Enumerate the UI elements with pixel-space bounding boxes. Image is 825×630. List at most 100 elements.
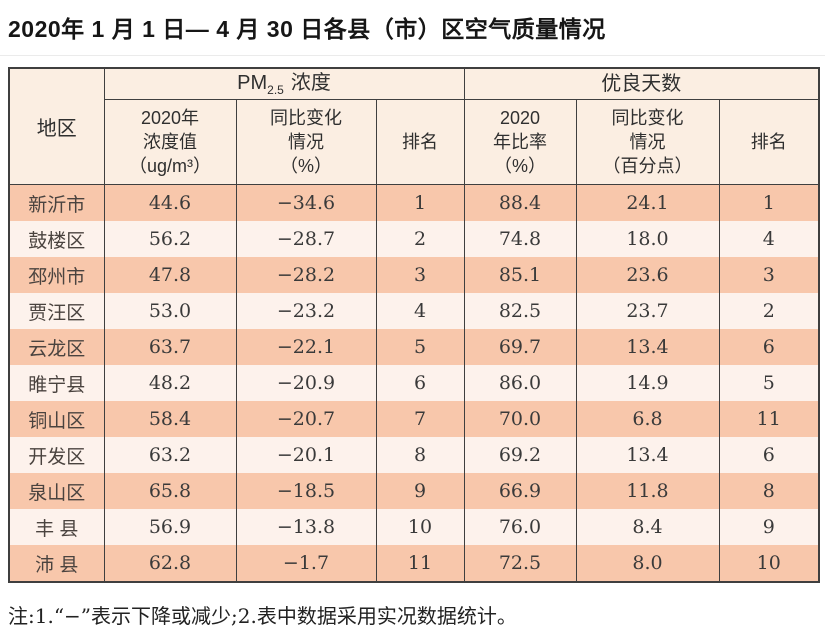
pm25-label-prefix: PM [237,71,268,94]
pm-value-cell: 56.2 [103,221,237,257]
good-rate-cell: 66.9 [463,473,577,509]
pm-change-cell: −20.7 [235,401,377,437]
table-row: 睢宁县 48.2 −20.9 6 86.0 14.9 5 [8,365,820,401]
group-header-row: 地区 PM2.5 浓度 优良天数 [8,67,820,185]
pm-rank-cell: 8 [375,437,465,473]
pm-value-cell: 63.2 [103,437,237,473]
column-header-pm-change: 同比变化 情况 （%） [235,99,377,185]
pm-rank-cell: 10 [375,509,465,545]
table-row: 云龙区 63.7 −22.1 5 69.7 13.4 6 [8,329,820,365]
good-rank-cell: 8 [718,473,820,509]
sub-header-row: 2020年 浓度值 （ug/m³） 同比变化 情况 （%） 排名 2020 年比… [9,99,820,185]
pm-rank-cell: 11 [375,545,465,582]
pm-value-cell: 48.2 [103,365,237,401]
region-cell: 云龙区 [8,329,105,365]
table-row: 邳州市 47.8 −28.2 3 85.1 23.6 3 [8,257,820,293]
region-cell: 邳州市 [8,257,105,293]
good-rank-cell: 4 [718,221,820,257]
column-group-pm25: PM2.5 浓度 [103,67,465,100]
region-cell: 新沂市 [8,184,105,221]
good-change-cell: 18.0 [575,221,720,257]
table-row: 铜山区 58.4 −20.7 7 70.0 6.8 11 [8,401,820,437]
page: 2020年 1 月 1 日— 4 月 30 日各县（市）区空气质量情况 地区 P… [0,10,825,630]
good-rate-cell: 88.4 [463,184,577,221]
pm-value-cell: 63.7 [103,329,237,365]
good-change-cell: 24.1 [575,184,720,221]
column-header-region: 地区 [8,67,105,185]
good-rank-cell: 11 [718,401,820,437]
column-header-good-rate: 2020 年比率 （%） [463,99,577,185]
good-rank-cell: 6 [718,329,820,365]
good-change-cell: 23.6 [575,257,720,293]
good-change-cell: 14.9 [575,365,720,401]
table-row: 鼓楼区 56.2 −28.7 2 74.8 18.0 4 [8,221,820,257]
pm-value-cell: 58.4 [103,401,237,437]
pm-value-cell: 53.0 [103,293,237,329]
good-change-cell: 13.4 [575,437,720,473]
good-rate-cell: 69.7 [463,329,577,365]
good-change-cell: 13.4 [575,329,720,365]
pm-change-cell: −23.2 [235,293,377,329]
pm25-label-subscript: 2.5 [267,82,284,97]
pm-rank-cell: 5 [375,329,465,365]
region-cell: 泉山区 [8,473,105,509]
pm-change-cell: −28.2 [235,257,377,293]
good-rate-cell: 82.5 [463,293,577,329]
region-cell: 沛 县 [8,545,105,582]
pm-rank-cell: 6 [375,365,465,401]
region-cell: 丰 县 [8,509,105,545]
good-rate-cell: 69.2 [463,437,577,473]
pm-value-cell: 62.8 [103,545,237,582]
pm-value-cell: 56.9 [103,509,237,545]
good-rate-cell: 76.0 [463,509,577,545]
good-rate-cell: 74.8 [463,221,577,257]
pm-rank-cell: 3 [375,257,465,293]
good-rank-cell: 6 [718,437,820,473]
good-rank-cell: 2 [718,293,820,329]
region-cell: 开发区 [8,437,105,473]
pm-value-cell: 44.6 [103,184,237,221]
good-rate-cell: 85.1 [463,257,577,293]
table-row: 丰 县 56.9 −13.8 10 76.0 8.4 9 [8,509,820,545]
region-cell: 贾汪区 [8,293,105,329]
pm-rank-cell: 2 [375,221,465,257]
column-header-pm-value: 2020年 浓度值 （ug/m³） [103,99,237,185]
region-cell: 睢宁县 [8,365,105,401]
good-change-cell: 23.7 [575,293,720,329]
pm-rank-cell: 1 [375,184,465,221]
table-row: 泉山区 65.8 −18.5 9 66.9 11.8 8 [8,473,820,509]
pm-rank-cell: 7 [375,401,465,437]
column-group-good-days: 优良天数 [463,67,820,100]
table-body: 新沂市 44.6 −34.6 1 88.4 24.1 1 鼓楼区 56.2 −2… [8,184,820,582]
air-quality-table: 地区 PM2.5 浓度 优良天数 2020年 浓度值 （ug/m³） 同比变化 情… [8,67,821,583]
pm25-label-suffix: 浓度 [290,71,331,94]
column-header-good-rank: 排名 [718,99,820,185]
pm-change-cell: −28.7 [235,221,377,257]
good-rate-cell: 72.5 [463,545,577,582]
pm-change-cell: −20.1 [235,437,377,473]
pm-rank-cell: 4 [375,293,465,329]
good-change-cell: 11.8 [575,473,720,509]
region-cell: 鼓楼区 [8,221,105,257]
column-header-good-change: 同比变化 情况 （百分点） [575,99,720,185]
pm-change-cell: −20.9 [235,365,377,401]
table-row: 新沂市 44.6 −34.6 1 88.4 24.1 1 [8,184,820,221]
pm-value-cell: 47.8 [103,257,237,293]
pm-change-cell: −18.5 [235,473,377,509]
good-change-cell: 6.8 [575,401,720,437]
good-change-cell: 8.0 [575,545,720,582]
table-row: 开发区 63.2 −20.1 8 69.2 13.4 6 [8,437,820,473]
good-change-cell: 8.4 [575,509,720,545]
good-rank-cell: 9 [718,509,820,545]
pm-rank-cell: 9 [375,473,465,509]
good-rank-cell: 3 [718,257,820,293]
title-divider [0,55,825,56]
good-rate-cell: 86.0 [463,365,577,401]
page-title: 2020年 1 月 1 日— 4 月 30 日各县（市）区空气质量情况 [8,16,606,42]
pm-change-cell: −34.6 [235,184,377,221]
table-row: 沛 县 62.8 −1.7 11 72.5 8.0 10 [8,545,820,582]
pm-change-cell: −13.8 [235,509,377,545]
good-rate-cell: 70.0 [463,401,577,437]
region-cell: 铜山区 [8,401,105,437]
footnote: 注:1.“−”表示下降或减少;2.表中数据采用实况数据统计。 [8,604,517,628]
